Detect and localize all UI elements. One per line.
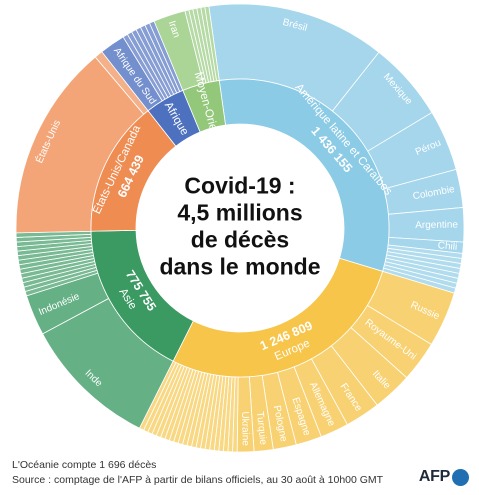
source-text: Source : comptage de l'AFP à partir de b… bbox=[12, 474, 384, 486]
afp-logo-text: AFP bbox=[418, 468, 450, 485]
country-label-ukraine: Ukraine bbox=[239, 411, 251, 446]
afp-logo: AFP bbox=[419, 466, 469, 488]
region-ring bbox=[90, 78, 390, 378]
chart-title-line: 4,5 millions bbox=[177, 200, 302, 226]
chart-title-line: de décès bbox=[191, 227, 289, 253]
country-label-chili: Chili bbox=[437, 240, 457, 253]
chart-title-line: dans le monde bbox=[159, 254, 320, 280]
oceania-note: L'Océanie compte 1 696 décès bbox=[12, 459, 157, 471]
chart-title-line: Covid-19 : bbox=[184, 173, 295, 199]
afp-logo-dot-icon bbox=[452, 468, 469, 486]
country-label-argentine: Argentine bbox=[415, 220, 458, 232]
country-label-turquie: Turquie bbox=[254, 411, 269, 446]
center-circle bbox=[136, 124, 344, 332]
country-label-iran: Iran bbox=[166, 19, 182, 39]
